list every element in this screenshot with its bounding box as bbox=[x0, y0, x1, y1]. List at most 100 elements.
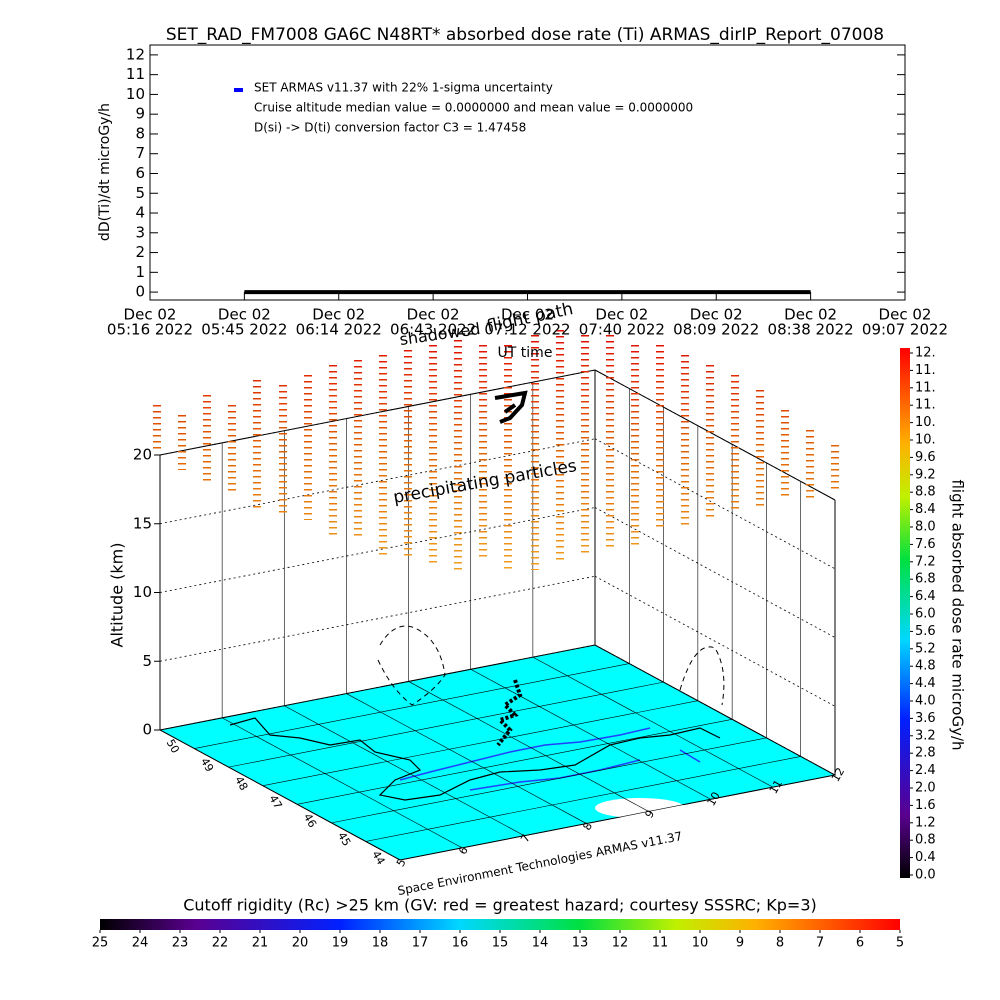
annotation: Cruise altitude median value = 0.0000000… bbox=[254, 101, 693, 115]
colorbar-tick-label: 5 bbox=[896, 936, 904, 951]
colorbar-tick-label: 4.0 bbox=[915, 694, 936, 709]
grid-line bbox=[159, 729, 401, 861]
z-tick-label: 0 bbox=[142, 721, 152, 739]
x-tick-label: 07:40 2022 bbox=[579, 321, 665, 339]
colorbar-tick-label: 7.2 bbox=[915, 554, 936, 569]
x-tick-label: Dec 02 bbox=[501, 306, 554, 324]
y-tick-label: 46 bbox=[301, 811, 319, 830]
grid-line bbox=[297, 718, 733, 805]
grid-line bbox=[159, 507, 596, 593]
y-tick-label: 7 bbox=[135, 144, 145, 162]
x-tick-label: 11 bbox=[767, 778, 785, 797]
grid-line bbox=[532, 656, 774, 788]
colorbar-tick-label: 18 bbox=[372, 936, 389, 951]
x-tick-label: 05:16 2022 bbox=[107, 321, 193, 339]
colorbar-tick-label: 10. bbox=[915, 415, 936, 430]
grid-line bbox=[228, 681, 664, 768]
colorbar-tick-label: 12. bbox=[915, 346, 936, 361]
colorbar-tick-label: 11. bbox=[915, 398, 936, 413]
colorbar-tick-label: 16 bbox=[452, 936, 469, 951]
colorbar-tick-label: 12 bbox=[612, 936, 629, 951]
colorbar-tick-label: 6.0 bbox=[915, 607, 936, 622]
x-tick-label: Dec 02 bbox=[218, 306, 271, 324]
colorbar-tick-label: 20 bbox=[292, 936, 309, 951]
colorbar-tick-label: 11 bbox=[652, 936, 669, 951]
colorbar bbox=[900, 348, 910, 878]
grid-line bbox=[594, 507, 836, 638]
y-tick-label: 8 bbox=[135, 124, 145, 142]
top-chart: SET_RAD_FM7008 GA6C N48RT* absorbed dose… bbox=[97, 25, 948, 361]
x-tick-label: Dec 02 bbox=[690, 306, 743, 324]
z-axis-label: Altitude (km) bbox=[108, 543, 127, 648]
x-tick-label: Dec 02 bbox=[124, 306, 177, 324]
colorbar-tick-label: 1.6 bbox=[915, 798, 936, 813]
chart-title: SET_RAD_FM7008 GA6C N48RT* absorbed dose… bbox=[166, 25, 884, 45]
colorbar-tick-label: 7 bbox=[816, 936, 824, 951]
y-axis-label: dD(Ti)/dt microGy/h bbox=[97, 103, 113, 241]
colorbar-tick-label: 0.8 bbox=[915, 833, 936, 848]
legend-marker bbox=[234, 88, 243, 92]
z-tick-label: 10 bbox=[133, 583, 152, 601]
y-tick-label: 11 bbox=[126, 65, 145, 83]
grid-line bbox=[262, 700, 698, 787]
colorbar-tick-label: 14 bbox=[532, 936, 549, 951]
y-tick-label: 9 bbox=[135, 105, 145, 123]
colorbar-tick-label: 3.6 bbox=[915, 711, 936, 726]
colorbar-tick-label: 4.4 bbox=[915, 676, 936, 691]
x-tick-label: 05:45 2022 bbox=[201, 321, 287, 339]
grid-line bbox=[346, 693, 587, 824]
y-tick-label: 0 bbox=[135, 283, 145, 301]
x-tick-label: 10 bbox=[705, 790, 723, 809]
grid-line bbox=[331, 737, 767, 824]
colorbar-tick-label: 13 bbox=[572, 936, 589, 951]
colorbar-tick-label: 5.2 bbox=[915, 641, 936, 656]
colorbar-tick-label: 0.4 bbox=[915, 850, 936, 865]
colorbar-tick-label: 8 bbox=[776, 936, 784, 951]
y-tick-label: 45 bbox=[335, 830, 353, 849]
y-tick-label: 6 bbox=[135, 164, 145, 182]
colorbar-tick-label: 1.2 bbox=[915, 815, 936, 830]
colorbar-tick-label: 22 bbox=[212, 936, 229, 951]
colorbar-tick-label: 23 bbox=[172, 936, 189, 951]
colorbar-tick-label: 7.6 bbox=[915, 537, 936, 552]
grid-line bbox=[594, 438, 836, 570]
grid-line bbox=[594, 644, 836, 776]
box-edge bbox=[594, 369, 836, 501]
colorbar-tick-label: 8.4 bbox=[915, 502, 936, 517]
coastline bbox=[229, 717, 721, 801]
x-tick-label: Dec 02 bbox=[784, 306, 837, 324]
colorbar-tick-label: 19 bbox=[332, 936, 349, 951]
colorbar-tick-label: 4.8 bbox=[915, 659, 936, 674]
grid-line bbox=[159, 575, 596, 662]
colorbar-tick-label: 6.8 bbox=[915, 572, 936, 587]
x-tick-label: Dec 02 bbox=[312, 306, 365, 324]
grid-line bbox=[159, 438, 596, 525]
z-tick-label: 20 bbox=[133, 446, 152, 464]
z-tick-label: 5 bbox=[142, 652, 152, 670]
y-tick-label: 3 bbox=[135, 223, 145, 241]
colorbars: 0.0 0.4 0.8 1.2 1.6 2.0 2.4 2.8 3.2 3.6 4.0 4.4 4.8 5… bbox=[92, 346, 967, 951]
colorbar-tick-label: 11. bbox=[915, 363, 936, 378]
x-tick-label: 09:07 2022 bbox=[862, 321, 948, 339]
x-tick-label: 08:09 2022 bbox=[673, 321, 759, 339]
y-tick-label: 10 bbox=[126, 85, 145, 103]
grid-line bbox=[470, 669, 711, 800]
colorbar-tick-label: 9.2 bbox=[915, 467, 936, 482]
x-tick-label: Dec 02 bbox=[595, 306, 648, 324]
y-tick-label: 5 bbox=[135, 184, 145, 202]
grid-line bbox=[408, 681, 649, 812]
map-floor bbox=[158, 644, 837, 861]
colorbar-tick-label: 9 bbox=[736, 936, 744, 951]
colorbar-tick-label: 15 bbox=[492, 936, 509, 951]
y-tick-label: 1 bbox=[135, 263, 145, 281]
z-tick-label: 15 bbox=[133, 514, 152, 532]
x-tick-label: 06:43 2022 bbox=[390, 321, 476, 339]
colorbar-tick-label: 10 bbox=[692, 936, 709, 951]
legend-label: SET ARMAS v11.37 with 22% 1-sigma uncert… bbox=[254, 81, 553, 95]
flight-path bbox=[494, 390, 528, 424]
x-tick-label: 07:12 2022 bbox=[484, 321, 570, 339]
grid-line bbox=[594, 575, 836, 707]
colorbar-tick-label: 25 bbox=[92, 936, 109, 951]
x-tick-label: 08:38 2022 bbox=[768, 321, 854, 339]
